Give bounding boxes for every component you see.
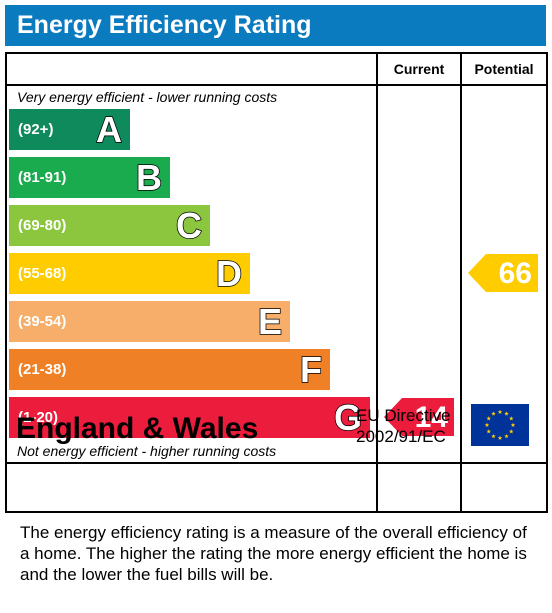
flag-star [504, 411, 509, 416]
band-range-label: (81-91) [18, 169, 67, 186]
potential-rating-value: 66 [498, 257, 532, 290]
band-range-label: (39-54) [18, 313, 67, 330]
flag-star [497, 435, 503, 440]
band-letter-label: G [333, 396, 363, 439]
eu-directive: EU Directive 2002/91/EC [356, 405, 450, 447]
band-f: (21-38) F [9, 348, 330, 391]
flag-star [504, 433, 509, 439]
band-letter-label: C [175, 204, 203, 247]
band-letter-label: D [215, 252, 243, 295]
flag-star [486, 429, 492, 434]
current-arrow-shape [384, 398, 454, 436]
flag-star [491, 411, 496, 416]
chart-title: Energy Efficiency Rating [17, 11, 312, 39]
band-letter-label: B [135, 156, 163, 199]
band-range-label: (1-20) [18, 409, 59, 426]
band-d: (55-68) D [9, 252, 250, 295]
eu-flag-icon [471, 404, 529, 446]
flag-star [484, 422, 490, 427]
flag-star [497, 409, 503, 414]
band-letter-label: F [299, 348, 323, 391]
header-divider [7, 84, 546, 86]
potential-column-header: Potential [474, 61, 534, 77]
current-column-divider [376, 54, 378, 511]
description-text: The energy efficiency rating is a measur… [20, 523, 527, 584]
band-c: (69-80) C [9, 204, 210, 247]
flag-star [508, 429, 514, 434]
title-bar: Energy Efficiency Rating [5, 5, 546, 46]
bottom-caption: Not energy efficient - higher running co… [17, 443, 277, 459]
directive-line-1: EU Directive [356, 406, 451, 425]
flag-star [486, 416, 492, 421]
band-a: (92+) A [9, 108, 130, 151]
region-label: England & Wales [16, 412, 259, 445]
rating-frame: Current Potential Very energy efficient … [5, 52, 548, 513]
current-rating-arrow: 14 [384, 398, 454, 436]
band-range-label: (69-80) [18, 217, 67, 234]
current-column-header: Current [393, 61, 445, 77]
directive-line-2: 2002/91/EC [356, 427, 446, 446]
current-rating-value: 14 [414, 401, 448, 434]
flag-star [508, 416, 514, 421]
flag-star [510, 422, 516, 427]
top-caption: Very energy efficient - lower running co… [17, 89, 278, 105]
band-e: (39-54) E [9, 300, 290, 343]
band-range-label: (92+) [18, 121, 54, 138]
potential-arrow-shape [468, 254, 538, 292]
band-range-label: (21-38) [18, 361, 67, 378]
band-b: (81-91) B [9, 156, 170, 199]
band-letter-label: E [257, 300, 283, 343]
band-g: (1-20) G [9, 396, 370, 439]
band-letter-label: A [95, 108, 123, 151]
footer-divider [7, 462, 546, 464]
potential-column-divider [460, 54, 462, 511]
flag-star [491, 433, 496, 439]
potential-rating-arrow: 66 [468, 254, 538, 292]
band-range-label: (55-68) [18, 265, 67, 282]
